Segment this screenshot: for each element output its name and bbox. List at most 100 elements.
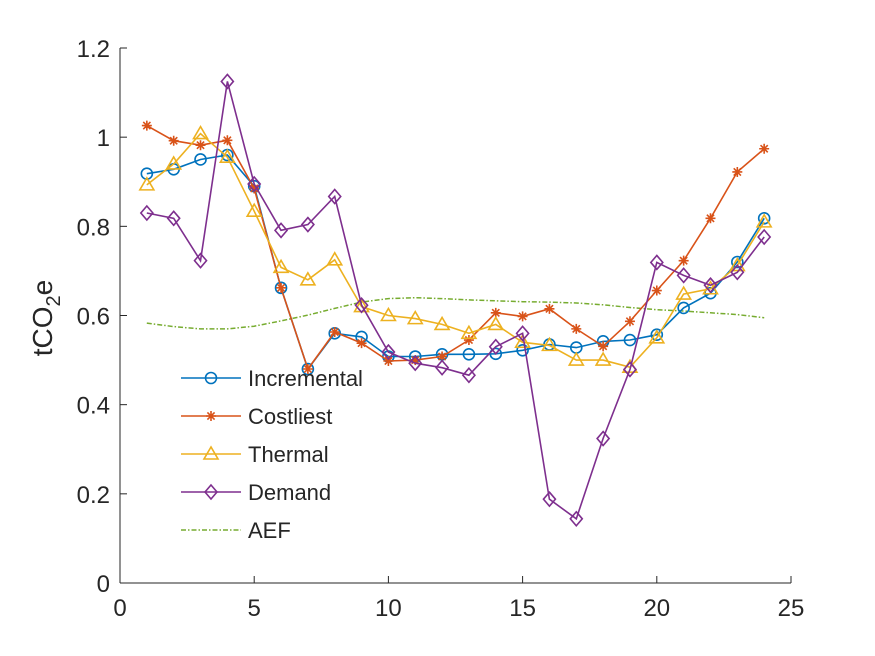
legend-marker-incremental <box>204 371 218 385</box>
data-point-costliest <box>222 135 233 146</box>
data-point-thermal <box>380 306 397 322</box>
data-point-demand <box>300 216 315 233</box>
data-point-costliest <box>544 303 555 314</box>
data-point-thermal <box>648 329 666 344</box>
data-point-demand <box>676 267 691 284</box>
data-point-thermal <box>272 258 290 274</box>
data-point-thermal <box>165 155 183 170</box>
data-point-demand <box>542 490 557 508</box>
x-tick-label: 0 <box>113 595 126 622</box>
data-point-demand <box>193 252 208 269</box>
data-point-demand <box>166 210 181 227</box>
data-point-demand <box>247 175 262 193</box>
y-axis-label-main: tCO <box>27 306 58 356</box>
data-point-incremental <box>301 362 315 376</box>
data-point-demand <box>327 188 342 205</box>
data-point-demand <box>515 325 530 342</box>
data-point-costliest <box>329 326 340 337</box>
legend-label-aef: AEF <box>248 518 291 543</box>
data-point-thermal <box>755 213 773 228</box>
data-point-incremental <box>462 347 476 361</box>
series-line-aef <box>146 296 765 330</box>
data-point-thermal <box>460 324 478 340</box>
data-point-thermal <box>594 351 612 366</box>
data-point-costliest <box>141 120 152 131</box>
data-point-demand <box>273 222 289 239</box>
data-point-thermal <box>192 125 209 140</box>
data-point-demand <box>622 361 638 378</box>
legend-label-incremental: Incremental <box>248 366 363 391</box>
series-aef <box>146 296 765 330</box>
series-line-costliest <box>146 124 765 371</box>
data-point-costliest <box>732 166 743 177</box>
data-point-costliest <box>678 255 689 266</box>
series-line-demand <box>146 81 765 521</box>
data-point-demand <box>757 228 772 246</box>
legend-item-aef: AEF <box>181 518 291 543</box>
data-point-demand <box>569 510 584 528</box>
data-point-costliest <box>517 311 528 322</box>
data-point-costliest <box>624 316 635 327</box>
data-point-costliest <box>383 355 394 366</box>
data-point-thermal <box>406 310 424 325</box>
series-costliest <box>141 120 770 374</box>
legend-marker-demand <box>203 483 219 501</box>
data-point-thermal <box>299 271 317 286</box>
data-point-incremental <box>677 301 690 315</box>
series-thermal <box>138 125 773 374</box>
data-point-demand <box>461 367 476 384</box>
data-point-demand <box>649 254 664 271</box>
data-point-costliest <box>168 135 179 146</box>
data-point-thermal <box>487 315 505 331</box>
data-point-costliest <box>705 213 716 224</box>
data-point-costliest <box>651 285 662 296</box>
data-point-demand <box>408 354 423 372</box>
x-tick-label: 15 <box>509 595 536 622</box>
data-point-thermal <box>433 315 451 331</box>
y-tick-label: 1 <box>97 125 110 152</box>
y-tick-label: 0.6 <box>77 304 110 331</box>
data-point-costliest <box>490 307 501 318</box>
y-tick-label: 0.8 <box>77 214 110 241</box>
legend-item-thermal: Thermal <box>181 442 329 467</box>
series-incremental <box>140 148 771 376</box>
data-point-costliest <box>598 341 609 352</box>
data-point-demand <box>381 343 396 361</box>
x-tick-label: 25 <box>778 595 805 622</box>
data-point-demand <box>703 276 718 294</box>
data-point-thermal <box>541 336 558 352</box>
data-point-costliest <box>571 323 582 334</box>
data-point-demand <box>596 430 611 447</box>
y-tick-label: 0.2 <box>77 482 110 509</box>
x-tick-label: 20 <box>643 595 670 622</box>
data-point-thermal <box>218 148 236 164</box>
series-line-thermal <box>146 132 765 369</box>
data-point-thermal <box>728 256 746 272</box>
series-demand <box>139 73 772 528</box>
x-tick-label: 5 <box>248 595 261 622</box>
y-axis-label-suffix: e <box>27 280 58 296</box>
data-point-thermal <box>567 351 585 366</box>
data-point-thermal <box>675 285 693 300</box>
data-point-thermal <box>245 202 263 217</box>
data-point-costliest <box>276 282 287 293</box>
data-point-demand <box>435 359 450 376</box>
y-tick-label: 1.2 <box>77 36 110 63</box>
y-axis-label: tCO2e <box>27 280 65 356</box>
data-point-costliest <box>410 355 421 366</box>
data-point-incremental <box>623 333 637 347</box>
axes: 0 5 10 15 20 25 0 0.2 0.4 0.6 0.8 1 1.2 <box>77 36 805 622</box>
data-point-costliest <box>195 140 206 151</box>
data-point-incremental <box>489 347 503 361</box>
data-point-incremental <box>516 343 529 357</box>
data-point-costliest <box>249 183 260 194</box>
legend-marker-thermal <box>202 445 220 460</box>
data-point-costliest <box>759 143 770 154</box>
legend-item-incremental: Incremental <box>181 366 363 391</box>
legend-marker-costliest <box>206 411 216 421</box>
legend-label-costliest: Costliest <box>248 404 332 429</box>
y-tick-label: 0.4 <box>77 393 110 420</box>
data-point-incremental <box>731 255 744 269</box>
data-point-incremental <box>274 281 288 295</box>
data-point-demand <box>139 204 154 222</box>
